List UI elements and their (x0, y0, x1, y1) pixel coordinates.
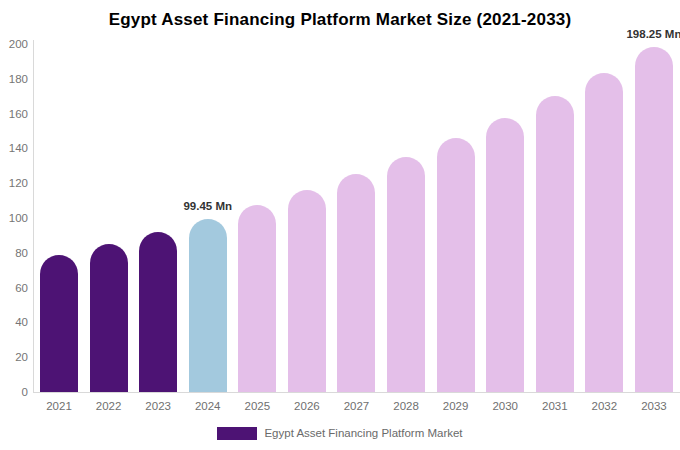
y-tick-20: 20 (0, 350, 28, 364)
y-tick-140: 140 (0, 141, 28, 155)
chart-container: Egypt Asset Financing Platform Market Si… (0, 0, 680, 450)
y-tick-40: 40 (0, 315, 28, 329)
bar-2029 (437, 138, 475, 392)
x-tick-2023: 2023 (134, 399, 182, 413)
bar-2031 (536, 96, 574, 392)
legend-swatch (217, 427, 257, 440)
data-label-2024: 99.45 Mn (153, 199, 263, 213)
x-axis-line (33, 392, 680, 393)
y-tick-60: 60 (0, 281, 28, 295)
y-tick-100: 100 (0, 211, 28, 225)
chart-title: Egypt Asset Financing Platform Market Si… (0, 10, 680, 30)
x-tick-2026: 2026 (283, 399, 331, 413)
y-tick-200: 200 (0, 37, 28, 51)
x-tick-2024: 2024 (184, 399, 232, 413)
bar-2027 (337, 174, 375, 392)
y-tick-120: 120 (0, 176, 28, 190)
x-tick-2028: 2028 (382, 399, 430, 413)
bar-2026 (288, 190, 326, 392)
y-axis-line (33, 40, 34, 392)
bar-2028 (387, 157, 425, 392)
x-tick-2033: 2033 (630, 399, 678, 413)
bar-2023 (139, 232, 177, 392)
bar-2033 (635, 47, 673, 392)
bar-2024 (189, 219, 227, 392)
legend: Egypt Asset Financing Platform Market (0, 424, 680, 442)
bar-2021 (40, 255, 78, 392)
bar-2030 (486, 118, 524, 392)
x-tick-2032: 2032 (580, 399, 628, 413)
x-tick-2022: 2022 (85, 399, 133, 413)
y-tick-160: 160 (0, 107, 28, 121)
legend-label: Egypt Asset Financing Platform Market (264, 427, 462, 439)
data-label-2033: 198.25 Mn (599, 27, 680, 41)
x-tick-2021: 2021 (35, 399, 83, 413)
x-tick-2030: 2030 (481, 399, 529, 413)
y-tick-180: 180 (0, 72, 28, 86)
x-tick-2029: 2029 (432, 399, 480, 413)
bar-2032 (585, 73, 623, 392)
y-tick-0: 0 (0, 385, 28, 399)
y-tick-80: 80 (0, 246, 28, 260)
bar-2025 (238, 205, 276, 392)
x-tick-2025: 2025 (233, 399, 281, 413)
x-tick-2027: 2027 (332, 399, 380, 413)
x-tick-2031: 2031 (531, 399, 579, 413)
bar-2022 (90, 244, 128, 392)
